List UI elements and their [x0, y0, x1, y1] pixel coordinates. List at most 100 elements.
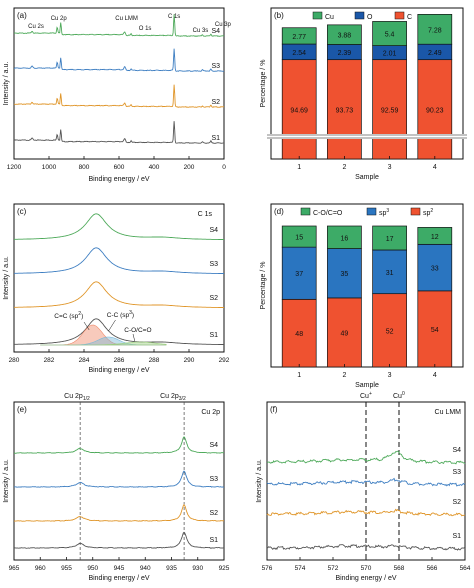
x-tick-label: 566: [427, 565, 438, 572]
x-tick-label: 600: [114, 164, 125, 171]
panel-f-frame: [266, 401, 466, 561]
x-tick-label: 572: [328, 565, 339, 572]
legend-label: sp3: [379, 208, 389, 217]
annotation-pointer: [108, 319, 116, 332]
x-tick-label: 925: [219, 565, 230, 572]
series-label: S2: [452, 499, 461, 506]
bar-value-label: 90.23: [426, 107, 444, 114]
peak-annotation: O 1s: [139, 26, 152, 32]
series-line: [13, 121, 225, 144]
annotation-pointer: [132, 333, 135, 342]
x-tick-label: 574: [295, 565, 306, 572]
legend-label: Cu: [325, 14, 334, 21]
x-tick-label: 200: [184, 164, 195, 171]
bar-value-label: 54: [431, 327, 439, 334]
bar-value-label: 93.73: [336, 107, 354, 114]
x-axis-label: Binding energy / eV: [88, 176, 149, 183]
peak-annotation: Cu 3s: [193, 28, 209, 34]
bar-value-label: 2.54: [292, 50, 306, 57]
bar-segment: [281, 246, 317, 300]
peak-annotation: Cu 2p3/2: [160, 393, 186, 402]
series-label: S1: [211, 135, 220, 142]
series-line: [14, 281, 224, 308]
x-tick-label: 960: [35, 565, 46, 572]
series-line: [266, 477, 466, 487]
series-line: [14, 436, 225, 454]
series-line: [14, 213, 224, 240]
bar-value-label: 33: [431, 266, 439, 273]
panel-c-frame: [13, 203, 225, 353]
x-tick-label: 1: [297, 164, 301, 171]
bar-segment: [417, 59, 453, 160]
bar-value-label: 12: [431, 234, 439, 241]
bar-segment: [417, 227, 453, 245]
series-line: [267, 544, 466, 551]
bar-value-label: 5.4: [385, 32, 395, 39]
peak-annotation-tail: ): [132, 312, 134, 319]
x-tick-label: 564: [460, 565, 471, 572]
bar-segment: [327, 297, 362, 368]
x-axis-label: Binding energy / eV: [88, 575, 149, 582]
series-label: S3: [211, 63, 220, 70]
x-tick-label: 955: [61, 565, 72, 572]
series-label: S1: [209, 537, 218, 544]
series-label: S2: [211, 99, 220, 106]
bar-value-label: 2.77: [292, 34, 306, 41]
peak-annotation-superscript: 2: [78, 311, 81, 317]
bar-segment: [417, 243, 453, 292]
x-axis-label: Binding energy / eV: [88, 367, 149, 374]
bar-segment: [372, 249, 407, 295]
bar-value-label: 3.88: [338, 33, 352, 40]
bar-value-label: 35: [341, 271, 349, 278]
peak-annotation-subscript: 3/2: [179, 396, 186, 402]
legend-label: C: [407, 14, 412, 21]
bar-segment: [372, 59, 407, 160]
x-axis-label: Sample: [355, 382, 379, 389]
peak-annotation-subscript: 1/2: [83, 396, 90, 402]
bar-value-label: 49: [341, 330, 349, 337]
x-tick-label: 568: [394, 565, 405, 572]
panel-f-label: (f): [270, 405, 278, 414]
x-tick-label: 950: [87, 565, 98, 572]
series-label: S4: [211, 28, 220, 35]
series-label: S2: [209, 295, 218, 302]
legend-label-superscript: 3: [386, 208, 389, 214]
panel-e-frame: [13, 401, 225, 561]
bar-value-label: 94.69: [290, 107, 308, 114]
legend-swatch: [312, 11, 323, 20]
x-tick-label: 292: [219, 357, 230, 364]
series-label: S4: [209, 227, 218, 234]
bar-value-label: 2.39: [338, 50, 352, 57]
panel-title: Cu LMM: [435, 409, 462, 416]
peak-annotation: Cu LMM: [115, 16, 138, 22]
x-tick-label: 1200: [7, 164, 22, 171]
bar-value-label: 7.28: [428, 27, 442, 34]
panel-e-label: (e): [17, 405, 27, 414]
x-tick-label: 3: [388, 164, 392, 171]
y-axis-label: Intensity / a.u.: [3, 62, 10, 106]
panel-d-frame: [270, 203, 464, 368]
x-tick-label: 400: [149, 164, 160, 171]
x-tick-label: 0: [222, 164, 226, 171]
legend-swatch: [366, 207, 377, 216]
peak-annotation: Cu0: [393, 391, 405, 400]
peak-annotation-superscript: 0: [402, 391, 405, 397]
peak-annotation: Cu 2p: [51, 16, 68, 22]
bar-value-label: 16: [341, 235, 349, 242]
series-label: S3: [209, 476, 218, 483]
peak-annotation: C=C (sp2): [54, 311, 83, 320]
x-tick-label: 3: [388, 372, 392, 379]
series-label: S4: [452, 447, 461, 454]
x-tick-label: 288: [149, 357, 160, 364]
x-tick-label: 570: [361, 565, 372, 572]
x-tick-label: 4: [433, 164, 437, 171]
peak-annotation-tail: ): [81, 313, 83, 320]
x-tick-label: 286: [114, 357, 125, 364]
legend-label: C-O/C=O: [313, 210, 343, 217]
peak-annotation: C-C (sp3): [107, 310, 134, 319]
x-tick-label: 290: [184, 357, 195, 364]
peak-annotation: Cu 3p: [215, 22, 232, 28]
annotation-pointer: [83, 321, 90, 331]
series-label: S4: [209, 442, 218, 449]
